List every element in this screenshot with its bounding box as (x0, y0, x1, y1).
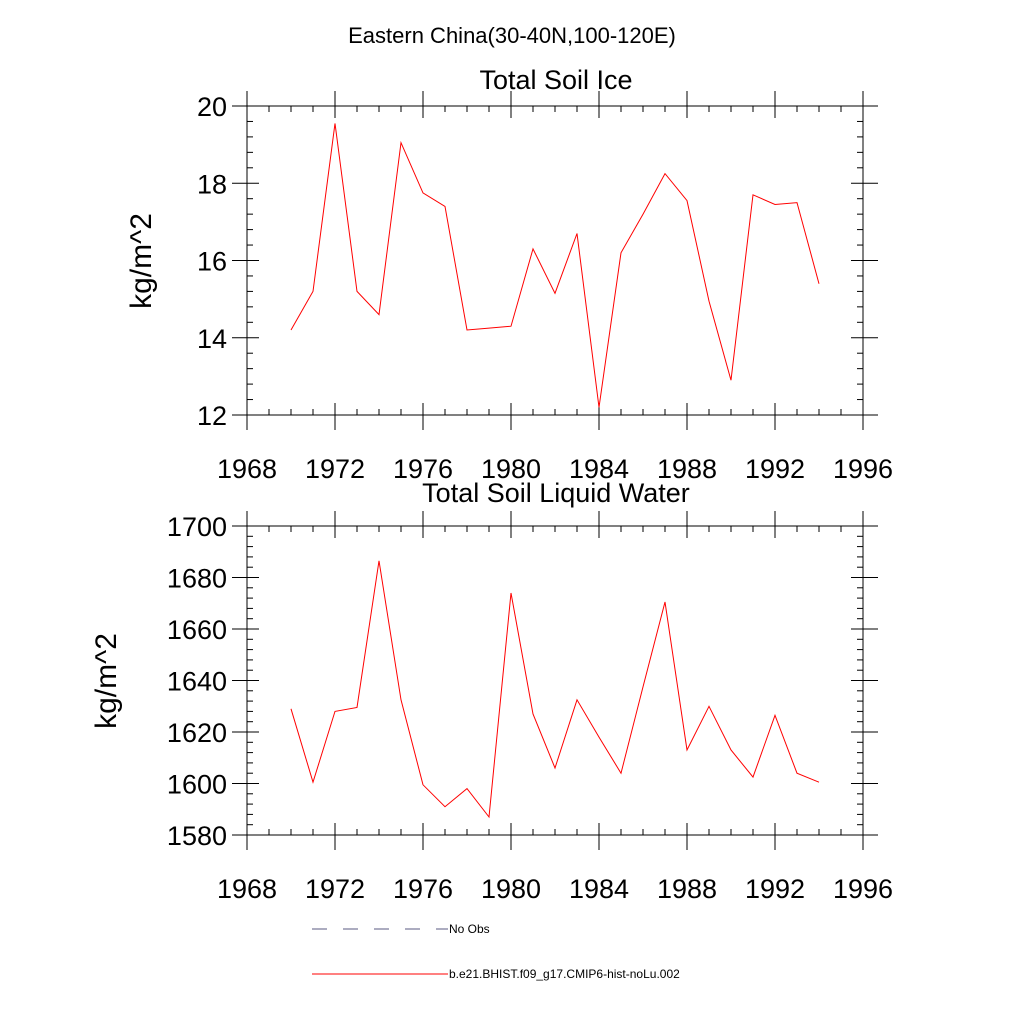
y-tick-label: 12 (197, 401, 227, 431)
series-group (290, 560, 820, 819)
x-tick-label: 1992 (745, 874, 805, 904)
x-tick-label: 1992 (745, 454, 805, 484)
x-tick-label: 1968 (217, 874, 277, 904)
series-line (290, 560, 820, 819)
plot-frame (246, 105, 864, 416)
x-tick-label: 1988 (657, 454, 717, 484)
x-tick-label: 1996 (833, 874, 893, 904)
panel-soil-liquid-water: Total Soil Liquid Water kg/m^2 158016001… (90, 478, 893, 904)
y-tick-label: 1620 (167, 718, 227, 748)
panel-soil-ice: Total Soil Ice kg/m^2 12 14 16 18 20 1968 1972… (125, 65, 893, 484)
y-axis-label: kg/m^2 (125, 213, 158, 309)
panel-title: Total Soil Ice (479, 65, 632, 95)
y-tick-label: 14 (197, 324, 227, 354)
y-tick-label: 20 (197, 92, 227, 122)
y-axis-label: kg/m^2 (90, 633, 123, 729)
x-tick-label: 1972 (305, 454, 365, 484)
x-tick-label: 1976 (393, 454, 453, 484)
x-tick-label: 1996 (833, 454, 893, 484)
x-tick-label: 1976 (393, 874, 453, 904)
legend: No Obs b.e21.BHIST.f09_g17.CMIP6-hist-no… (312, 922, 680, 981)
y-tick-label: 1580 (167, 821, 227, 851)
panel-title: Total Soil Liquid Water (422, 478, 690, 508)
y-tick-label: 1660 (167, 615, 227, 645)
series-line (290, 123, 820, 408)
x-tick-label: 1972 (305, 874, 365, 904)
y-tick-label: 1600 (167, 770, 227, 800)
x-tick-label: 1984 (569, 874, 629, 904)
x-tick-label: 1988 (657, 874, 717, 904)
x-tick-label: 1980 (481, 874, 541, 904)
tick-labels: 12 14 16 18 20 1968 1972 1976 1980 1984 1988 1992 19… (197, 92, 893, 484)
legend-label: b.e21.BHIST.f09_g17.CMIP6-hist-noLu.002 (449, 967, 680, 981)
axis-ticks (232, 91, 878, 430)
y-tick-label: 18 (197, 169, 227, 199)
plot-frame (246, 525, 864, 836)
legend-label: No Obs (449, 922, 490, 936)
series-group (290, 123, 820, 408)
tick-labels: 1580 1600 1620 1640 1660 1680 1700 1968 1972 1976… (167, 512, 893, 904)
x-tick-label: 1980 (481, 454, 541, 484)
x-tick-label: 1984 (569, 454, 629, 484)
y-tick-label: 1640 (167, 667, 227, 697)
y-tick-label: 1700 (167, 512, 227, 542)
y-tick-label: 16 (197, 247, 227, 277)
axis-ticks (232, 511, 878, 850)
x-tick-label: 1968 (217, 454, 277, 484)
y-tick-label: 1680 (167, 564, 227, 594)
main-title: Eastern China(30-40N,100-120E) (348, 23, 676, 48)
